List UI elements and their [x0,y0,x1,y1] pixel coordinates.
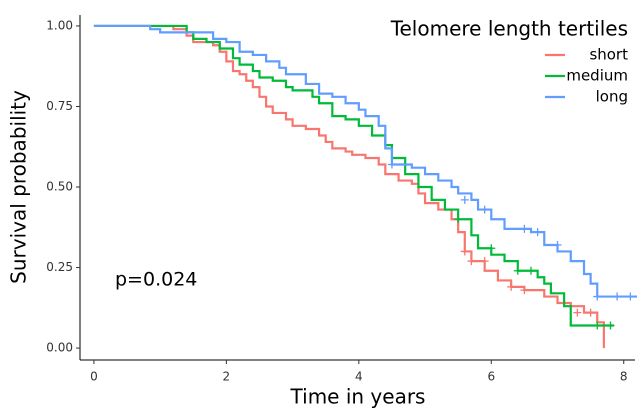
legend-label: long [596,88,628,106]
x-tick-label: 2 [223,370,231,384]
x-axis-label: Time in years [290,385,426,409]
x-tick-label: 4 [355,370,363,384]
censor-mark [513,266,522,275]
p-value: p=0.024 [115,269,197,291]
x-tick-label: 6 [487,370,495,384]
censor-mark [520,286,529,295]
censor-mark [454,215,463,224]
survival-curve [93,24,605,349]
censor-mark [553,241,562,249]
censor-mark [527,266,536,275]
censor-mark [507,282,516,291]
censor-mark [460,247,469,256]
censor-mark [606,321,615,330]
x-tick-label: 0 [90,370,98,384]
censor-mark [593,321,602,330]
legend-label: medium [566,67,628,85]
censor-mark [480,205,489,214]
y-tick-label: 0.25 [46,260,73,274]
censor-mark [533,228,542,237]
censor-mark [573,308,582,317]
y-tick-label: 0.75 [46,99,73,113]
censor-mark [520,224,529,233]
censor-mark [467,257,476,266]
censor-mark [626,292,635,301]
y-tick-label: 1.00 [46,18,73,32]
censor-mark [593,292,602,301]
y-tick-label: 0.50 [46,180,73,194]
survival-curve [93,24,637,298]
censor-mark [480,257,489,266]
legend-label: short [589,46,628,64]
y-tick-label: 0.00 [46,341,73,355]
survival-curve [93,24,614,327]
x-tick-label: 8 [620,370,628,384]
y-axis-label: Survival probability [7,90,31,284]
censor-mark [487,244,496,253]
censor-mark [387,160,396,169]
censor-mark [613,292,622,301]
censor-mark [460,195,469,204]
legend-title: Telomere length tertiles [390,17,628,41]
censor-mark [586,308,595,317]
